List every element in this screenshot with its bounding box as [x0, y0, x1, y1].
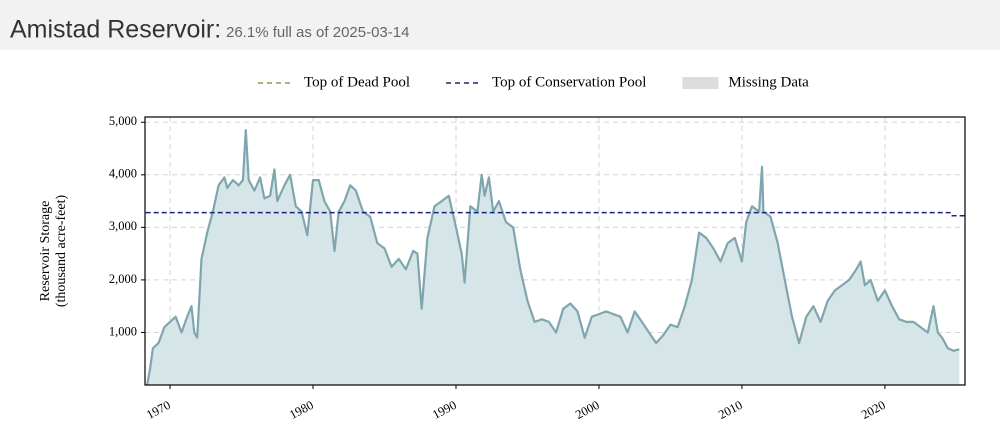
y-tick-label: 1,000	[109, 324, 137, 338]
y-tick-label: 5,000	[109, 114, 137, 128]
plot-frame	[144, 116, 966, 386]
conservation-pool-line	[145, 211, 965, 217]
x-tick-label: 2020	[859, 398, 888, 422]
x-tick-label: 1990	[430, 398, 459, 422]
header-band	[0, 0, 1000, 50]
y-tick-label: 2,000	[109, 272, 137, 286]
storage-line	[146, 129, 960, 386]
legend-swatch	[682, 77, 719, 89]
y-tick-label: 4,000	[109, 167, 137, 181]
x-tick-label: 2000	[573, 398, 602, 422]
y-axis-label: Reservoir Storage	[38, 201, 53, 302]
x-tick-label: 2010	[716, 398, 745, 422]
storage-area	[147, 130, 960, 385]
legend-label: Top of Conservation Pool	[492, 74, 646, 90]
x-tick-label: 1980	[287, 398, 316, 422]
y-axis-label: (thousand acre-feet)	[54, 195, 69, 308]
legend-label: Top of Dead Pool	[304, 74, 410, 90]
legend-label: Missing Data	[728, 74, 809, 90]
chart-title: Amistad Reservoir:	[10, 16, 221, 44]
chart-subtitle: 26.1% full as of 2025-03-14	[226, 24, 409, 41]
x-tick-label: 1970	[144, 398, 173, 422]
y-tick-label: 3,000	[109, 219, 137, 233]
